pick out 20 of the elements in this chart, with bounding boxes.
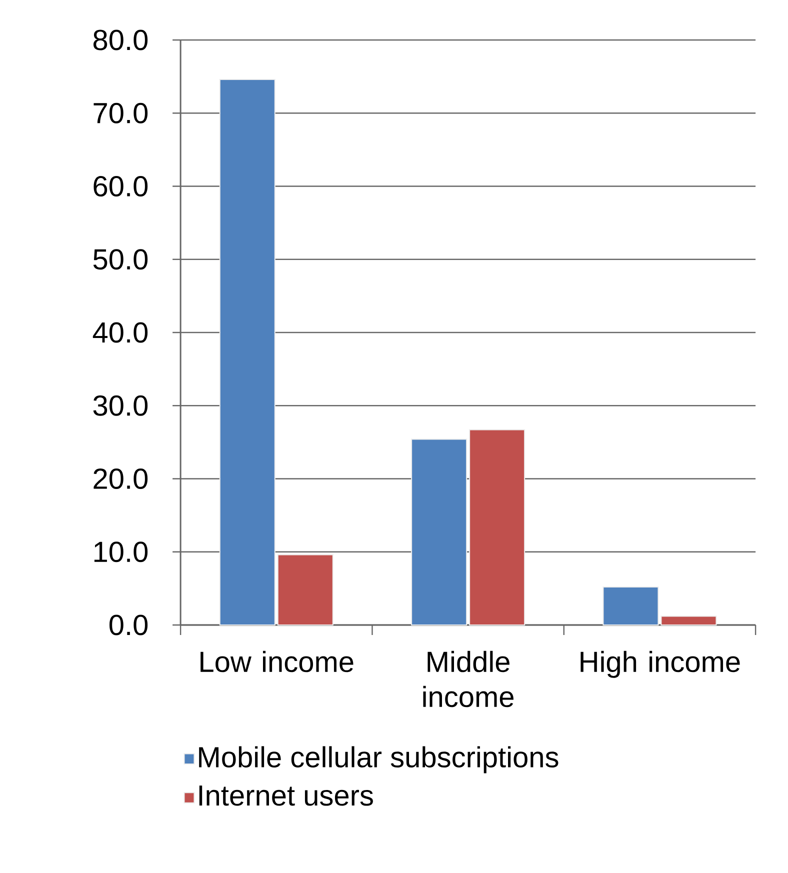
legend-label: Mobile cellular subscriptions <box>199 746 558 774</box>
y-tick-label: 70.0 <box>94 102 148 124</box>
y-tick-label: 60.0 <box>94 176 148 197</box>
bar <box>469 429 526 626</box>
x-tick-label: Middle income <box>423 650 514 708</box>
y-tick-label: 50.0 <box>94 249 148 270</box>
y-tick-label: 0.0 <box>110 614 148 636</box>
bar <box>660 616 717 626</box>
y-tick-label: 10.0 <box>94 542 148 562</box>
x-tick-label: Low income <box>200 650 354 672</box>
x-tick-label: High income <box>580 650 740 678</box>
bar <box>602 586 659 626</box>
y-tick-label: 30.0 <box>94 395 148 416</box>
bar <box>278 554 334 626</box>
y-tick-label: 80.0 <box>94 30 148 50</box>
bar <box>411 438 468 626</box>
bar <box>220 78 276 626</box>
y-tick-label: 20.0 <box>94 468 148 490</box>
legend-label: Internet users <box>200 786 374 806</box>
y-tick-label: 40.0 <box>93 322 148 343</box>
